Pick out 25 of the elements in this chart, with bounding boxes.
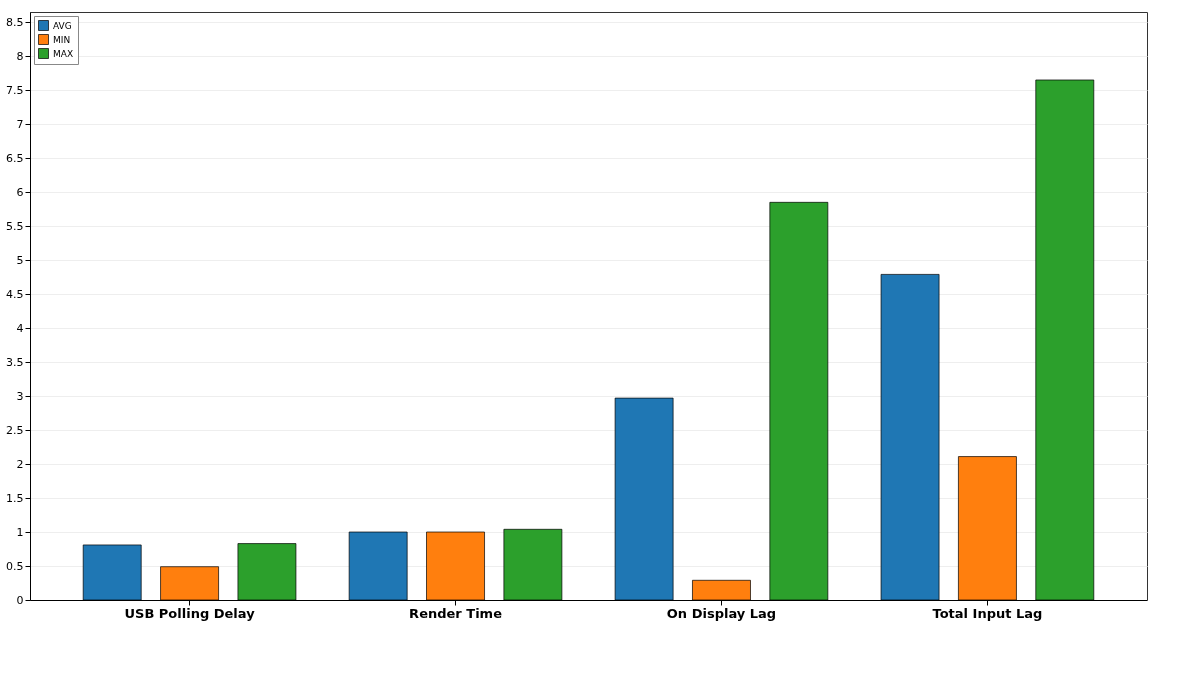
y-tick-label: 4.5 (6, 287, 24, 301)
legend-label: AVG (53, 20, 72, 31)
y-tick-label: 8.5 (6, 15, 24, 29)
x-tick-label: USB Polling Delay (124, 605, 256, 621)
y-tick-label: 1 (16, 525, 24, 539)
y-tick-label: 0 (16, 593, 24, 607)
y-tick-label: 5.5 (6, 219, 24, 233)
y-tick-label: 6.5 (6, 151, 24, 165)
y-tick-label: 2 (16, 457, 24, 471)
legend-label: MIN (53, 34, 71, 45)
y-tick-label: 7 (16, 117, 24, 131)
y-tick-label: 2.5 (6, 423, 24, 437)
y-tick-label: 1.5 (6, 491, 24, 505)
y-tick-label: 0.5 (6, 559, 24, 573)
y-tick-label: 7.5 (6, 83, 24, 97)
y-tick-label: 4 (16, 321, 24, 335)
x-tick-label: On Display Lag (666, 605, 777, 621)
x-tick-label: Render Time (409, 605, 503, 621)
y-tick-label: 8 (16, 49, 24, 63)
y-tick-label: 5 (16, 253, 24, 267)
x-tick-label: Total Input Lag (932, 605, 1043, 621)
legend-label: MAX (53, 48, 74, 59)
y-tick-label: 3.5 (6, 355, 24, 369)
y-tick-label: 6 (16, 185, 24, 199)
y-tick-label: 3 (16, 389, 24, 403)
